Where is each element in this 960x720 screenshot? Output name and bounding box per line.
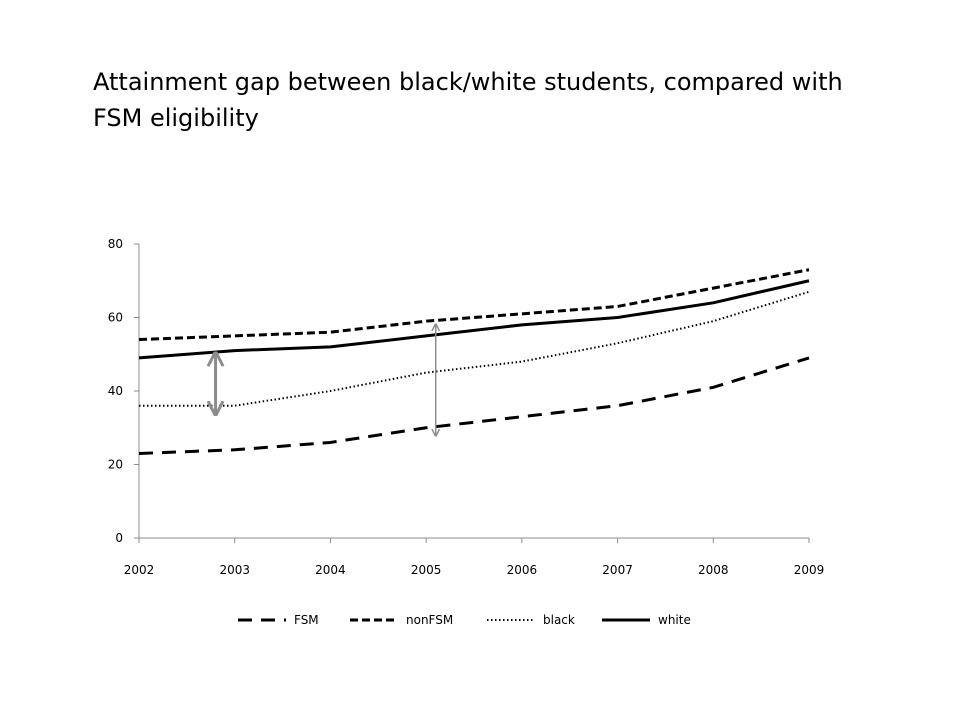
series-line-nonfsm — [138, 268, 810, 342]
x-tick-label: 2009 — [794, 563, 825, 577]
x-tick-label: 2002 — [124, 563, 155, 577]
x-tick-label: 2008 — [698, 563, 729, 577]
y-tick-label: 0 — [115, 531, 123, 545]
series-line-fsm — [138, 356, 810, 455]
legend-label-fsm: FSM — [294, 613, 319, 627]
series-line-white — [138, 279, 810, 360]
legend-label-nonfsm: nonFSM — [406, 613, 453, 627]
x-tick-label: 2004 — [315, 563, 346, 577]
x-tick-label: 2007 — [602, 563, 633, 577]
x-tick-label: 2005 — [411, 563, 442, 577]
y-tick-label: 20 — [108, 458, 123, 472]
legend-label-white: white — [658, 613, 691, 627]
series-line-black — [139, 290, 810, 407]
legend-label-black: black — [543, 613, 575, 627]
slide-title: Attainment gap between black/white stude… — [93, 68, 843, 132]
x-tick-label: 2006 — [507, 563, 538, 577]
y-tick-label: 40 — [108, 384, 123, 398]
y-tick-label: 80 — [108, 237, 123, 251]
y-tick-label: 60 — [108, 311, 123, 325]
x-tick-label: 2003 — [219, 563, 250, 577]
